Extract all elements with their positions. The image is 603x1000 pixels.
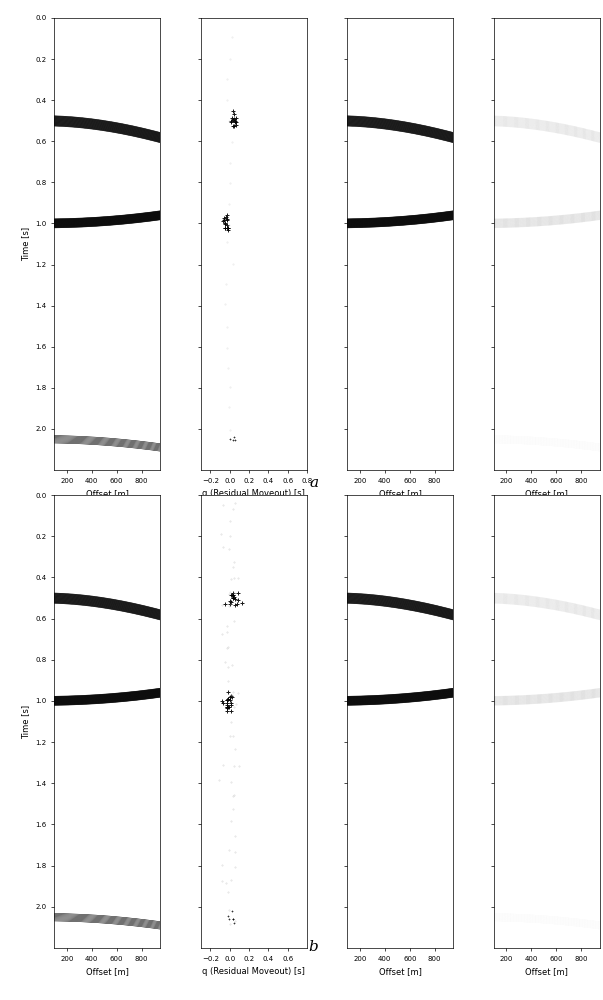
Y-axis label: Time [s]: Time [s]: [21, 227, 30, 261]
X-axis label: Offset [m]: Offset [m]: [379, 967, 422, 976]
Y-axis label: Time [s]: Time [s]: [21, 704, 30, 739]
X-axis label: Offset [m]: Offset [m]: [525, 967, 569, 976]
X-axis label: Offset [m]: Offset [m]: [86, 967, 129, 976]
X-axis label: Offset [m]: Offset [m]: [525, 489, 569, 498]
X-axis label: Offset [m]: Offset [m]: [379, 489, 422, 498]
X-axis label: Offset [m]: Offset [m]: [86, 489, 129, 498]
Text: b: b: [309, 940, 318, 954]
X-axis label: q (Residual Moveout) [s]: q (Residual Moveout) [s]: [203, 967, 305, 976]
Text: a: a: [309, 476, 318, 490]
X-axis label: q (Residual Moveout) [s]: q (Residual Moveout) [s]: [203, 489, 305, 498]
